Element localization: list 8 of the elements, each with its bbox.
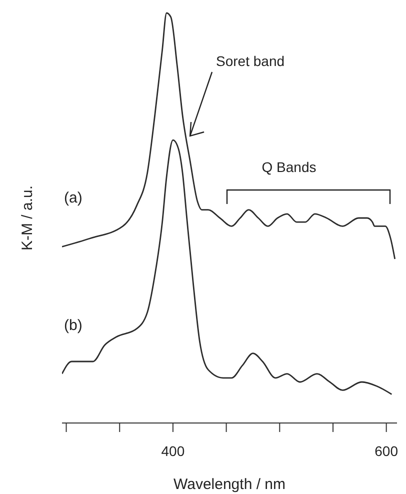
x-axis-title: Wavelength / nm bbox=[174, 476, 286, 493]
x-tick-label: 400 bbox=[161, 442, 185, 459]
y-axis-title: K-M / a.u. bbox=[19, 185, 36, 251]
series-label: (b) bbox=[64, 316, 82, 334]
text: (a) bbox=[64, 190, 82, 207]
annotation: Soret band bbox=[216, 53, 285, 69]
x-tick-label: 600 bbox=[374, 442, 398, 459]
annotation: Q Bands bbox=[262, 159, 316, 175]
